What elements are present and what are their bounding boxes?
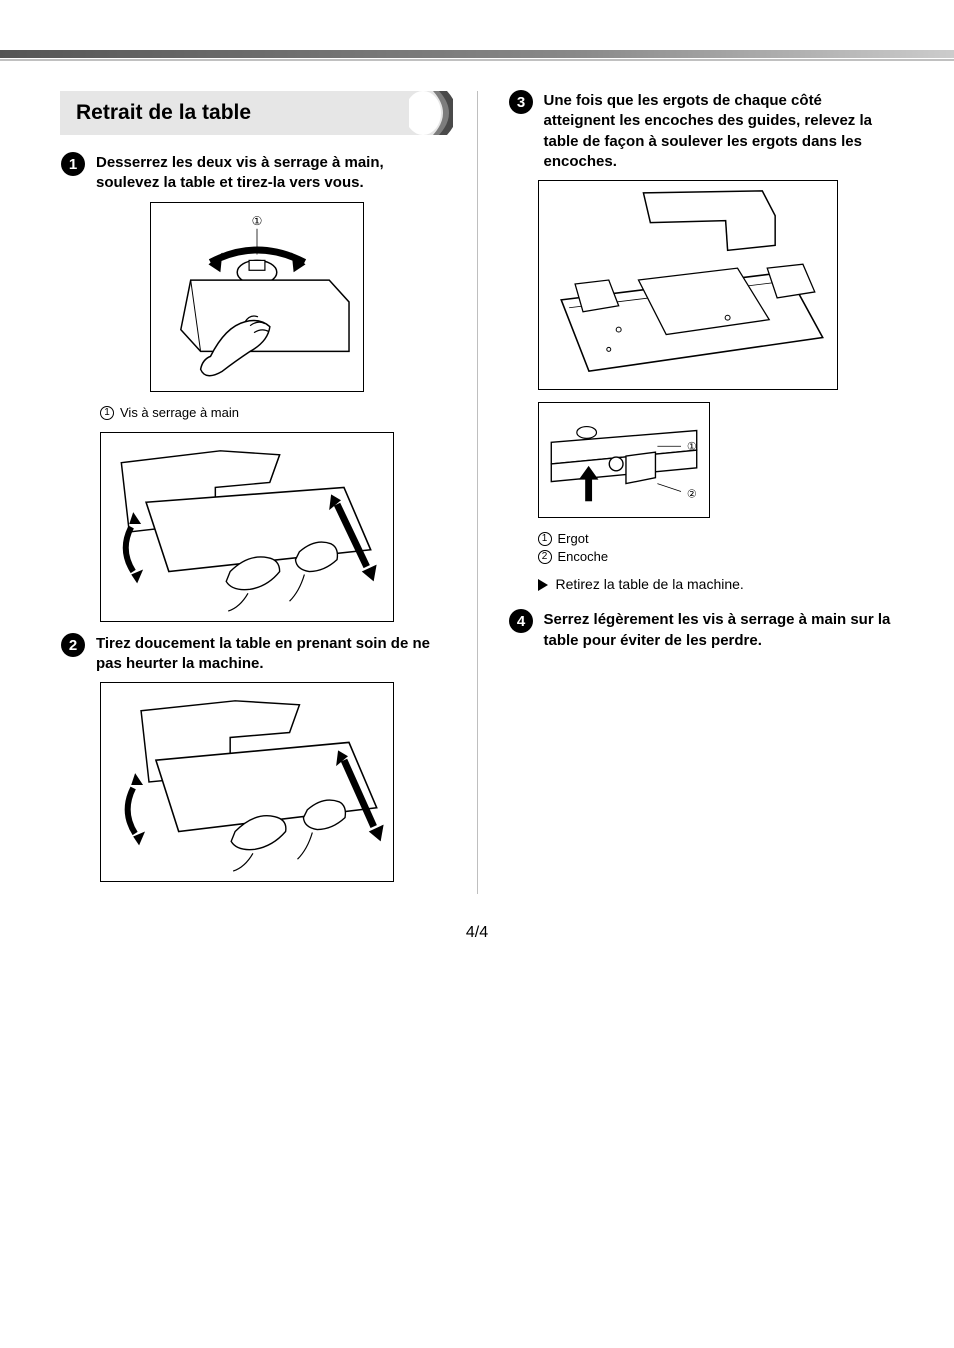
step-2: 2 Tirez doucement la table en prenant so… [60, 634, 447, 675]
step-1-text: Desserrez les deux vis à serrage à main,… [96, 153, 447, 194]
step-number-badge: 1 [60, 151, 86, 177]
section-tab-decoration [409, 91, 453, 135]
svg-text:2: 2 [69, 637, 77, 654]
legend-text: Encoche [558, 548, 609, 566]
step-number-badge: 4 [508, 608, 534, 634]
svg-text:①: ① [252, 213, 263, 227]
svg-text:4: 4 [516, 613, 525, 630]
two-column-layout: Retrait de la table 1 Desserrez les deux… [60, 91, 894, 894]
figure-2 [100, 682, 394, 882]
page-number: 4/4 [60, 924, 894, 942]
svg-text:①: ① [686, 441, 696, 453]
legend-line: 1 Vis à serrage à main [100, 404, 447, 422]
section-header: Retrait de la table [60, 91, 447, 135]
step-4-text: Serrez légèrement les vis à serrage à ma… [544, 610, 895, 651]
legend-1: 1 Vis à serrage à main [100, 404, 447, 422]
figure-3a [538, 180, 838, 390]
figure-3b: ① ② [538, 402, 710, 518]
legend-line: 2 Encoche [538, 548, 895, 566]
legend-text: Vis à serrage à main [120, 404, 239, 422]
top-gradient-stripe [0, 50, 954, 58]
svg-text:②: ② [686, 488, 696, 500]
left-column: Retrait de la table 1 Desserrez les deux… [60, 91, 447, 894]
step-number-badge: 3 [508, 89, 534, 115]
legend-line: 1 Ergot [538, 530, 895, 548]
legend-text: Ergot [558, 530, 589, 548]
section-title: Retrait de la table [76, 101, 431, 125]
svg-text:1: 1 [69, 156, 77, 173]
figure-1a: ① [150, 202, 364, 392]
action-text: Retirez la table de la machine. [556, 576, 744, 592]
step-3-text: Une fois que les ergots de chaque côté a… [544, 91, 895, 172]
legend-marker: 1 [538, 532, 552, 546]
figure-1b [100, 432, 394, 622]
page-content: Retrait de la table 1 Desserrez les deux… [0, 61, 954, 982]
right-column: 3 Une fois que les ergots de chaque côté… [508, 91, 895, 894]
step-2-text: Tirez doucement la table en prenant soin… [96, 634, 447, 675]
svg-text:3: 3 [516, 94, 524, 111]
step-3-action: Retirez la table de la machine. [538, 576, 895, 592]
triangle-bullet-icon [538, 579, 548, 591]
step-number-badge: 2 [60, 632, 86, 658]
step-1: 1 Desserrez les deux vis à serrage à mai… [60, 153, 447, 194]
legend-marker: 2 [538, 550, 552, 564]
column-divider [477, 91, 478, 894]
legend-3: 1 Ergot 2 Encoche [538, 530, 895, 566]
step-4: 4 Serrez légèrement les vis à serrage à … [508, 610, 895, 651]
legend-marker: 1 [100, 406, 114, 420]
step-3: 3 Une fois que les ergots de chaque côté… [508, 91, 895, 172]
